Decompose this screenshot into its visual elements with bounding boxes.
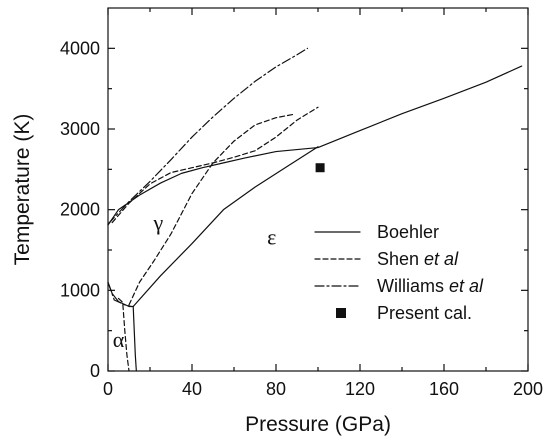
y-tick-label: 1000	[60, 280, 100, 300]
x-tick-label: 160	[429, 379, 459, 399]
x-tick-label: 200	[513, 379, 543, 399]
series-line-williams-et-al-1	[107, 281, 132, 308]
present-calculation-point	[315, 163, 325, 173]
legend-label-3: Present cal.	[377, 303, 472, 323]
x-axis-title: Pressure (GPa)	[245, 413, 391, 436]
series-line-shen-et-al-2	[117, 297, 130, 372]
series-line-shen-et-al-1	[128, 113, 294, 306]
legend-label-1: Shen et al	[377, 249, 459, 269]
legend-label-0: Boehler	[377, 222, 439, 242]
data-points	[315, 163, 325, 173]
legend-marker-present-cal	[336, 308, 346, 318]
series-line-boehler-0	[107, 65, 523, 226]
series-line-boehler-3	[132, 305, 137, 372]
x-tick-label: 40	[182, 379, 202, 399]
phase-annotations: γ ε α	[113, 210, 277, 352]
legend-label-2: Williams et al	[377, 276, 484, 296]
y-tick-label: 4000	[60, 38, 100, 58]
legend: Boehler Shen et al Williams et al Present c…	[314, 222, 484, 323]
series-line-boehler-2	[132, 146, 319, 308]
phase-label-1: ε	[267, 224, 276, 249]
x-tick-label: 80	[266, 379, 286, 399]
y-tick-label: 3000	[60, 119, 100, 139]
x-tick-label: 0	[103, 379, 113, 399]
axes: 0 40 80 120 160 20001000200030004000Pressure …	[11, 7, 543, 436]
phase-label-2: α	[113, 327, 125, 352]
y-tick-label: 2000	[60, 200, 100, 220]
x-tick-label: 120	[345, 379, 375, 399]
series-line-williams-et-al-0	[107, 47, 309, 225]
y-tick-label: 0	[90, 361, 100, 381]
phase-label-0: γ	[153, 210, 164, 235]
y-axis-title: Temperature (K)	[11, 114, 34, 266]
series-lines	[107, 47, 523, 372]
